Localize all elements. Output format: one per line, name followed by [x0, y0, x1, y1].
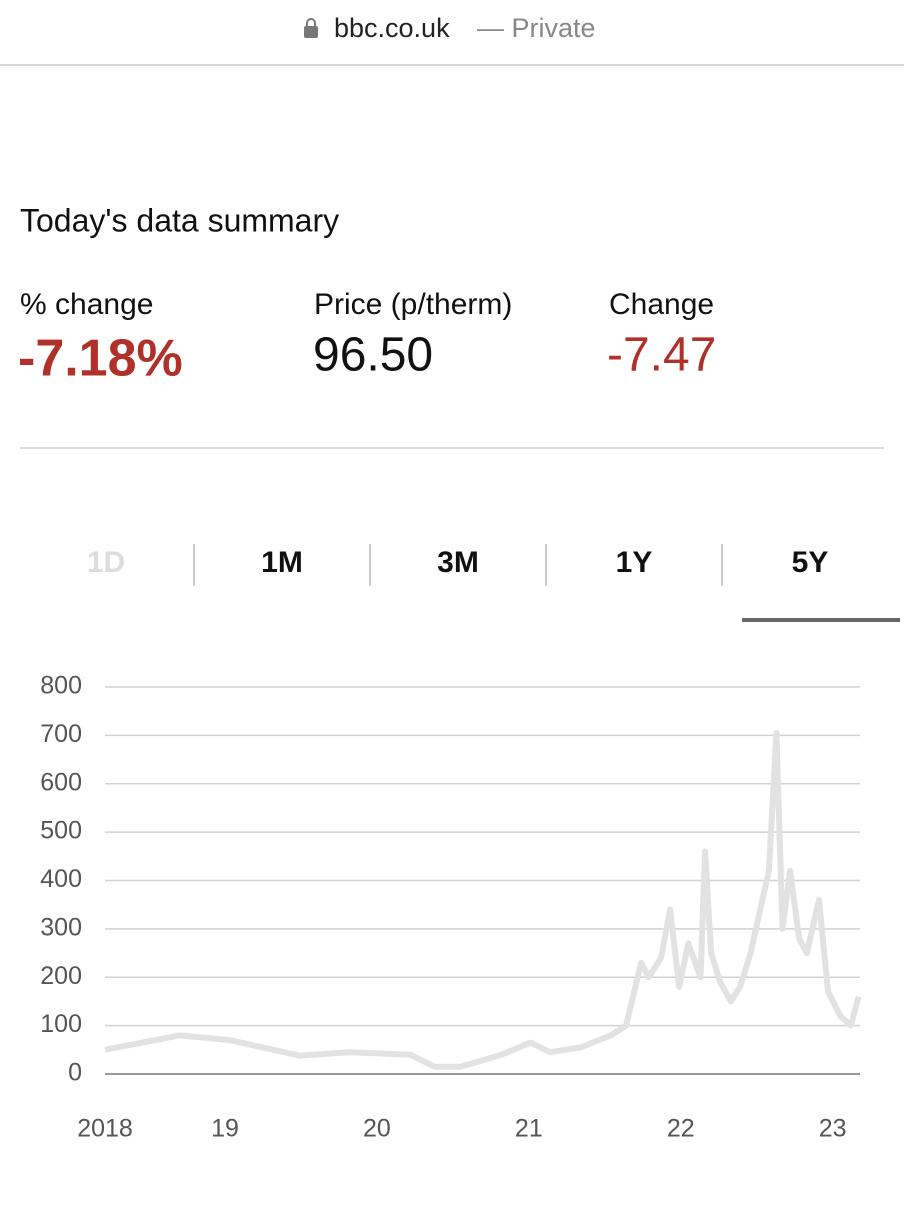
- stat-value: -7.18%: [18, 330, 183, 388]
- y-tick-label: 500: [40, 817, 82, 845]
- stat-value: 96.50: [313, 329, 433, 382]
- y-tick-label: 0: [68, 1059, 82, 1087]
- x-tick-label: 19: [211, 1115, 239, 1143]
- y-tick-label: 800: [40, 672, 82, 700]
- x-tick-label: 23: [819, 1115, 847, 1143]
- private-mode: — Private: [477, 13, 596, 43]
- range-tab[interactable]: 1Y: [616, 546, 653, 579]
- range-tab[interactable]: 1M: [261, 546, 303, 579]
- y-tick-label: 300: [40, 913, 82, 941]
- domain: bbc.co.uk: [334, 13, 450, 43]
- price-line: [104, 730, 862, 1070]
- range-tab[interactable]: 5Y: [792, 546, 829, 579]
- x-tick-label: 21: [515, 1115, 543, 1143]
- stat-label: % change: [20, 288, 153, 321]
- chart: 0 100 200 300 400 500 600 700 800 2018 19 20 21 22 23: [40, 672, 862, 1143]
- lock-shackle: [306, 18, 316, 27]
- range-tabs: 1D 1M 3M 1Y 5Y: [87, 544, 900, 622]
- y-tick-label: 200: [40, 962, 82, 990]
- stat-label: Change: [609, 288, 714, 321]
- y-tick-label: 700: [40, 720, 82, 748]
- address-bar[interactable]: bbc.co.uk — Private: [304, 13, 596, 43]
- stat-label: Price (p/therm): [314, 288, 512, 321]
- stat-value: -7.47: [607, 329, 716, 382]
- summary-title: Today's data summary: [20, 202, 339, 238]
- x-tick-label: 20: [363, 1115, 391, 1143]
- y-tick-label: 100: [40, 1010, 82, 1038]
- x-tick-label: 2018: [77, 1115, 133, 1143]
- range-tab[interactable]: 3M: [437, 546, 479, 579]
- y-tick-label: 400: [40, 865, 82, 893]
- x-tick-label: 22: [667, 1115, 695, 1143]
- range-tab: 1D: [87, 546, 125, 579]
- y-tick-label: 600: [40, 768, 82, 796]
- lock-icon: [304, 26, 318, 38]
